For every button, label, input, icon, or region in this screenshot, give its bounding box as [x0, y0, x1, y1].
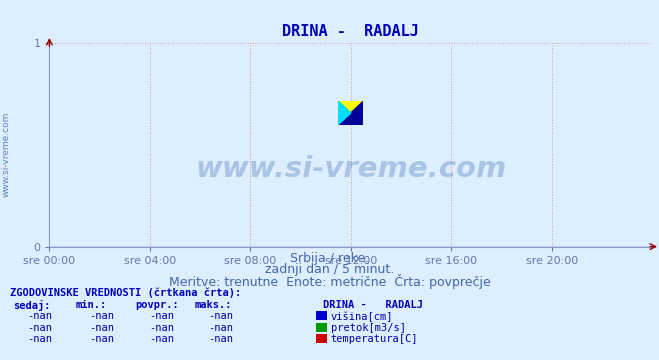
Text: -nan: -nan — [90, 311, 115, 321]
Text: ZGODOVINSKE VREDNOSTI (črtkana črta):: ZGODOVINSKE VREDNOSTI (črtkana črta): — [10, 288, 241, 298]
Text: min.:: min.: — [76, 300, 107, 310]
Text: sedaj:: sedaj: — [13, 300, 51, 311]
Text: -nan: -nan — [90, 334, 115, 345]
Text: www.si-vreme.com: www.si-vreme.com — [2, 112, 11, 198]
Text: -nan: -nan — [27, 311, 52, 321]
Text: povpr.:: povpr.: — [135, 300, 179, 310]
Text: -nan: -nan — [149, 323, 174, 333]
Polygon shape — [338, 101, 351, 125]
Text: Meritve: trenutne  Enote: metrične  Črta: povprečje: Meritve: trenutne Enote: metrične Črta: … — [169, 274, 490, 289]
Text: -nan: -nan — [208, 334, 233, 345]
Text: temperatura[C]: temperatura[C] — [331, 334, 418, 345]
Text: maks.:: maks.: — [194, 300, 232, 310]
Text: -nan: -nan — [208, 323, 233, 333]
Text: -nan: -nan — [27, 323, 52, 333]
Title: DRINA -  RADALJ: DRINA - RADALJ — [283, 24, 419, 39]
Text: višina[cm]: višina[cm] — [331, 311, 393, 322]
Text: DRINA -   RADALJ: DRINA - RADALJ — [323, 300, 423, 310]
Text: www.si-vreme.com: www.si-vreme.com — [195, 155, 507, 183]
Text: -nan: -nan — [27, 334, 52, 345]
Text: Srbija / reke.: Srbija / reke. — [290, 252, 369, 265]
Text: -nan: -nan — [90, 323, 115, 333]
Text: -nan: -nan — [149, 311, 174, 321]
Text: -nan: -nan — [149, 334, 174, 345]
Text: pretok[m3/s]: pretok[m3/s] — [331, 323, 406, 333]
Polygon shape — [338, 101, 363, 125]
Text: -nan: -nan — [208, 311, 233, 321]
Text: zadnji dan / 5 minut.: zadnji dan / 5 minut. — [265, 263, 394, 276]
Polygon shape — [338, 101, 363, 125]
